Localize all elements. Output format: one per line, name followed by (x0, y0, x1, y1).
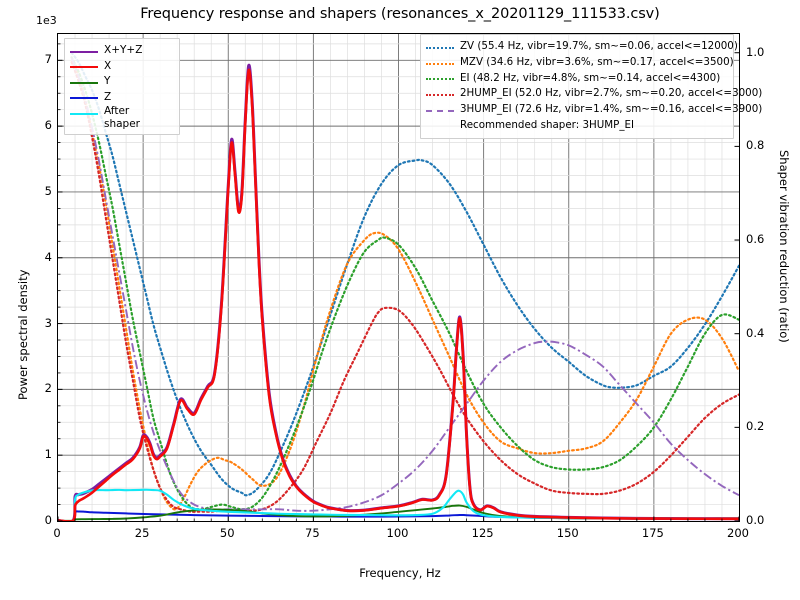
x-tick-label: 175 (641, 526, 664, 540)
legend-item-3hump_ei: 3HUMP_EI (72.6 Hz, vibr=1.4%, sm~=0.16, … (426, 102, 762, 118)
legend-item-zv: ZV (55.4 Hz, vibr=19.7%, sm~=0.06, accel… (426, 39, 738, 55)
y-axis-exponent-label: 1e3 (36, 14, 57, 27)
psd-curve-x (58, 68, 739, 521)
plot-canvas (58, 34, 739, 521)
x-tick-label: 150 (556, 526, 579, 540)
legend-label: EI (48.2 Hz, vibr=4.8%, sm~=0.14, accel<… (460, 71, 721, 84)
secondary-y-tick-label: 0.6 (746, 232, 765, 247)
y-tick-label: 2 (44, 381, 52, 396)
legend-swatch-icon (70, 105, 98, 121)
legend-item-x: X (70, 59, 174, 75)
secondary-y-tick-label: 0.4 (746, 325, 765, 340)
legend-label: X (104, 59, 112, 72)
legend-shapers: ZV (55.4 Hz, vibr=19.7%, sm~=0.06, accel… (420, 34, 762, 139)
shaper-curve-ei (70, 56, 739, 511)
x-tick-label: 125 (471, 526, 494, 540)
legend-swatch-icon (426, 39, 454, 55)
legend-swatch-icon (70, 59, 98, 75)
x-tick-label: 25 (134, 526, 150, 540)
secondary-y-tick-label: 0.0 (746, 513, 765, 527)
legend-label: Y (104, 75, 111, 87)
legend-item-mzv: MZV (34.6 Hz, vibr=3.6%, sm~=0.17, accel… (426, 55, 734, 71)
x-tick-label: 0 (53, 526, 61, 540)
legend-label: After shaper (104, 105, 141, 130)
x-tick-label: 200 (727, 526, 749, 540)
y-tick-label: 5 (44, 183, 52, 198)
legend-item-x-y-z: X+Y+Z (70, 43, 174, 59)
y-tick-label: 6 (44, 118, 52, 133)
psd-curve-after-shaper (58, 488, 739, 521)
legend-label: 2HUMP_EI (52.0 Hz, vibr=2.7%, sm~=0.20, … (460, 87, 763, 100)
legend-item-z: Z (70, 90, 174, 106)
legend-label: X+Y+Z (104, 44, 143, 56)
legend-item-y: Y (70, 74, 174, 90)
legend-label: ZV (55.4 Hz, vibr=19.7%, sm~=0.06, accel… (460, 40, 738, 52)
legend-label: Z (104, 90, 112, 103)
secondary-y-tick-label: 0.2 (746, 419, 765, 434)
legend-label: 3HUMP_EI (72.6 Hz, vibr=1.4%, sm~=0.16, … (460, 103, 763, 116)
shaper-curve-2hump_ei (70, 61, 739, 513)
x-tick-label: 75 (305, 526, 320, 540)
recommended-shaper-note: Recommended shaper: 3HUMP_EI (460, 118, 635, 131)
y-tick-label: 1 (44, 447, 52, 462)
gridlines (58, 34, 739, 521)
x-axis-label: Frequency, Hz (359, 566, 441, 580)
legend-axes: X+Y+Z X Y Z After shaper (64, 38, 180, 135)
legend-item-after-shaper: After shaper (70, 105, 174, 130)
legend-swatch-icon (426, 86, 454, 102)
shaper-curve-mzv (70, 56, 739, 511)
shaper-curves (70, 51, 739, 513)
legend-swatch-icon (70, 43, 98, 59)
y-tick-label: 4 (44, 249, 52, 264)
legend-swatch-icon (426, 102, 454, 118)
legend-item-ei: EI (48.2 Hz, vibr=4.8%, sm~=0.14, accel<… (426, 71, 728, 87)
x-tick-label: 100 (386, 526, 409, 540)
legend-swatch-icon (426, 55, 454, 71)
secondary-y-axis-label: Shaper vibration reduction (ratio) (777, 150, 791, 343)
y-tick-label: 3 (44, 315, 52, 330)
y-tick-label: 7 (44, 52, 52, 67)
x-tick-label: 50 (219, 526, 235, 540)
legend-item-2hump_ei: 2HUMP_EI (52.0 Hz, vibr=2.7%, sm~=0.20, … (426, 86, 762, 102)
legend-label: MZV (34.6 Hz, vibr=3.6%, sm~=0.17, accel… (460, 55, 734, 68)
chart-title: Frequency response and shapers (resonanc… (140, 6, 660, 22)
legend-swatch-icon (70, 90, 98, 106)
psd-curves (58, 63, 739, 521)
legend-swatch-icon (426, 71, 454, 87)
secondary-y-tick-label: 1.0 (746, 44, 765, 59)
tick-marks (58, 43, 739, 521)
legend-swatch-icon (70, 74, 98, 90)
y-axis-label: Power spectral density (16, 269, 30, 400)
secondary-y-tick-label: 0.8 (746, 138, 765, 153)
y-tick-label: 0 (44, 513, 52, 527)
